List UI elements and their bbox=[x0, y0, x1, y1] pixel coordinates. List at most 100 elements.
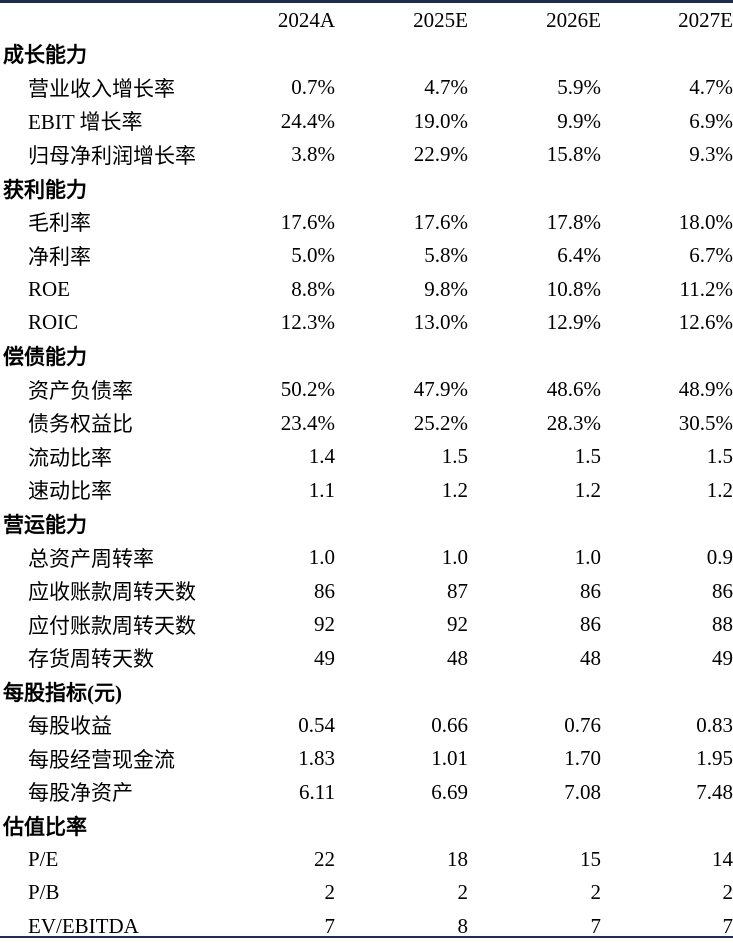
table-row: 应付账款周转天数 92 92 86 88 bbox=[0, 608, 733, 642]
value-cell: 0.7% bbox=[291, 75, 335, 100]
row-label: 流动比率 bbox=[28, 445, 112, 470]
section-title: 每股指标(元) bbox=[3, 680, 122, 705]
value-cell: 17.6% bbox=[413, 209, 468, 234]
value-cell: 86 bbox=[314, 578, 335, 603]
table-row: 每股净资产 6.11 6.69 7.08 7.48 bbox=[0, 776, 733, 810]
value-cell: 1.95 bbox=[696, 746, 733, 771]
value-cell: 86 bbox=[580, 578, 601, 603]
section-row: 估值比率 bbox=[0, 809, 733, 843]
value-cell: 0.76 bbox=[564, 712, 601, 737]
table-row: 每股收益 0.54 0.66 0.76 0.83 bbox=[0, 708, 733, 742]
value-cell: 1.2 bbox=[574, 477, 601, 502]
row-label: 每股净资产 bbox=[28, 781, 133, 806]
value-cell: 12.3% bbox=[280, 310, 335, 335]
value-cell: 24.4% bbox=[280, 108, 335, 133]
value-cell: 6.4% bbox=[557, 243, 601, 268]
table-row: EBIT 增长率 24.4% 19.0% 9.9% 6.9% bbox=[0, 105, 733, 139]
financial-ratio-table: 2024A 2025E 2026E 2027E 成长能力营业收入增长率 0.7% 4… bbox=[0, 4, 733, 943]
value-cell: 49 bbox=[314, 645, 335, 670]
row-label: P/E bbox=[28, 846, 59, 871]
value-cell: 17.8% bbox=[546, 209, 601, 234]
row-label: 营业收入增长率 bbox=[28, 76, 175, 101]
row-label: 存货周转天数 bbox=[28, 647, 154, 672]
section-title: 估值比率 bbox=[3, 814, 87, 839]
row-label: 每股收益 bbox=[28, 714, 112, 739]
value-cell: 5.0% bbox=[291, 243, 335, 268]
value-cell: 0.83 bbox=[696, 712, 733, 737]
value-cell: 7 bbox=[722, 914, 733, 939]
row-label: 速动比率 bbox=[28, 479, 112, 504]
value-cell: 9.9% bbox=[557, 108, 601, 133]
value-cell: 22 bbox=[314, 846, 335, 871]
section-row: 成长能力 bbox=[0, 38, 733, 72]
section-title: 获利能力 bbox=[3, 177, 87, 202]
value-cell: 14 bbox=[712, 846, 733, 871]
value-cell: 18.0% bbox=[678, 209, 733, 234]
table-row: 流动比率 1.4 1.5 1.5 1.5 bbox=[0, 440, 733, 474]
header-corner bbox=[0, 4, 205, 38]
value-cell: 8.8% bbox=[291, 276, 335, 301]
value-cell: 15 bbox=[580, 846, 601, 871]
value-cell: 1.2 bbox=[441, 477, 468, 502]
section-row: 偿债能力 bbox=[0, 339, 733, 373]
value-cell: 2 bbox=[457, 880, 469, 905]
value-cell: 86 bbox=[712, 578, 733, 603]
value-cell: 1.5 bbox=[574, 444, 601, 469]
value-cell: 22.9% bbox=[413, 142, 468, 167]
value-cell: 0.66 bbox=[431, 712, 468, 737]
value-cell: 0.9 bbox=[706, 545, 733, 570]
table-row: ROE 8.8% 9.8% 10.8% 11.2% bbox=[0, 272, 733, 306]
row-label: 应付账款周转天数 bbox=[28, 613, 196, 638]
value-cell: 1.70 bbox=[564, 746, 601, 771]
value-cell: 88 bbox=[712, 612, 733, 637]
value-cell: 7.08 bbox=[564, 779, 601, 804]
value-cell: 5.8% bbox=[424, 243, 468, 268]
value-cell: 13.0% bbox=[413, 310, 468, 335]
value-cell: 4.7% bbox=[424, 75, 468, 100]
top-rule bbox=[0, 0, 733, 3]
value-cell: 86 bbox=[580, 612, 601, 637]
table-body: 成长能力营业收入增长率 0.7% 4.7% 5.9% 4.7% EBIT 增长率 24.4%… bbox=[0, 38, 733, 943]
value-cell: 49 bbox=[712, 645, 733, 670]
value-cell: 8 bbox=[457, 914, 469, 939]
table-row: 债务权益比 23.4% 25.2% 28.3% 30.5% bbox=[0, 407, 733, 441]
value-cell: 92 bbox=[447, 612, 468, 637]
value-cell: 1.5 bbox=[706, 444, 733, 469]
value-cell: 2 bbox=[324, 880, 336, 905]
column-header: 2027E bbox=[678, 8, 733, 33]
row-label: 归母净利润增长率 bbox=[28, 143, 196, 168]
row-label: 资产负债率 bbox=[28, 378, 133, 403]
row-label: 总资产周转率 bbox=[28, 546, 154, 571]
table-row: 资产负债率 50.2% 47.9% 48.6% 48.9% bbox=[0, 373, 733, 407]
column-header: 2025E bbox=[413, 8, 468, 33]
row-label: P/B bbox=[28, 880, 60, 905]
value-cell: 4.7% bbox=[689, 75, 733, 100]
value-cell: 23.4% bbox=[280, 410, 335, 435]
value-cell: 12.6% bbox=[678, 310, 733, 335]
value-cell: 3.8% bbox=[291, 142, 335, 167]
value-cell: 1.83 bbox=[298, 746, 335, 771]
table-row: P/E 22 18 15 14 bbox=[0, 843, 733, 877]
table-row: 应收账款周转天数 86 87 86 86 bbox=[0, 574, 733, 608]
value-cell: 9.3% bbox=[689, 142, 733, 167]
section-row: 获利能力 bbox=[0, 172, 733, 206]
value-cell: 48 bbox=[580, 645, 601, 670]
row-label: EV/EBITDA bbox=[28, 914, 139, 939]
value-cell: 1.1 bbox=[308, 477, 335, 502]
section-title: 成长能力 bbox=[3, 43, 87, 68]
row-label: EBIT 增长率 bbox=[28, 110, 143, 135]
section-title: 偿债能力 bbox=[3, 345, 87, 370]
table-row: EV/EBITDA 7 8 7 7 bbox=[0, 910, 733, 943]
value-cell: 2 bbox=[590, 880, 602, 905]
table-row: 总资产周转率 1.0 1.0 1.0 0.9 bbox=[0, 541, 733, 575]
row-label: 净利率 bbox=[28, 244, 91, 269]
row-label: 每股经营现金流 bbox=[28, 747, 175, 772]
value-cell: 12.9% bbox=[546, 310, 601, 335]
bottom-rule bbox=[0, 936, 733, 938]
header-row: 2024A 2025E 2026E 2027E bbox=[0, 4, 733, 38]
value-cell: 5.9% bbox=[557, 75, 601, 100]
value-cell: 48.9% bbox=[678, 377, 733, 402]
value-cell: 1.01 bbox=[431, 746, 468, 771]
value-cell: 1.0 bbox=[574, 545, 601, 570]
